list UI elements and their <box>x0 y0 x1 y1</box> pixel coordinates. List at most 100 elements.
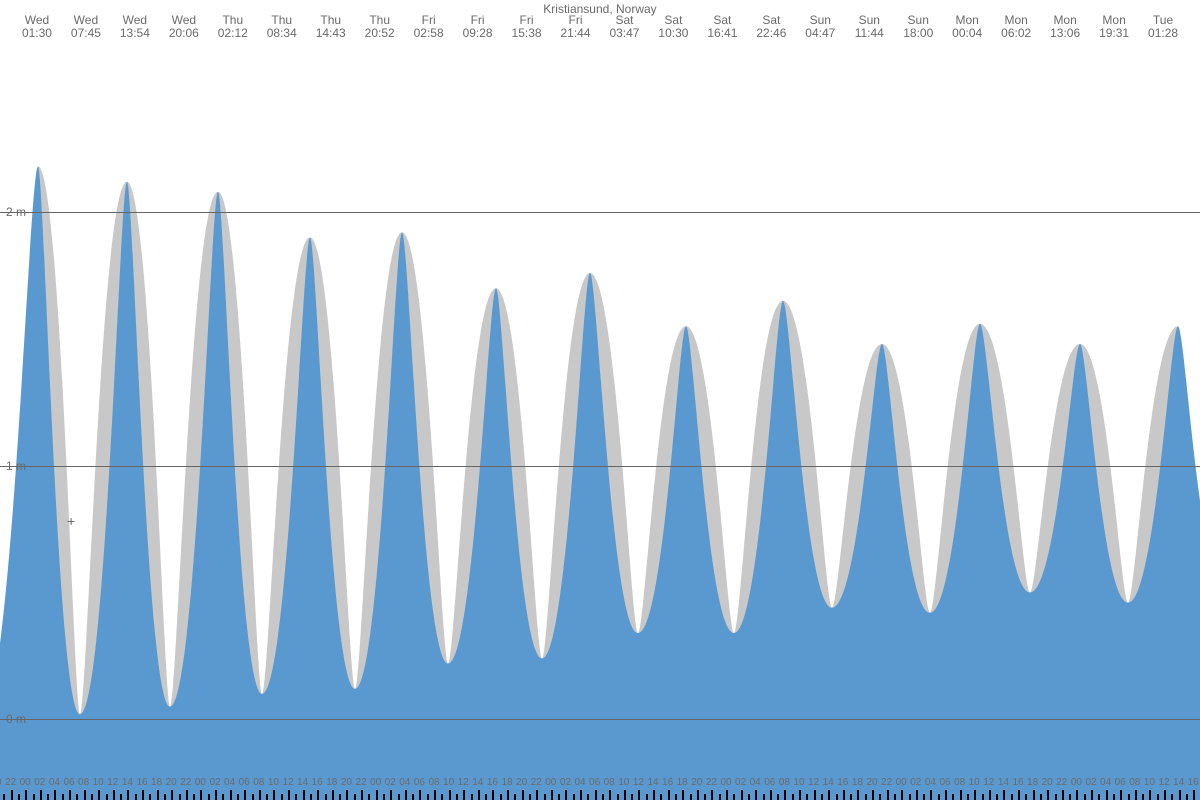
hour-tick <box>872 790 874 800</box>
hour-tick <box>1128 794 1130 800</box>
hour-tick <box>390 790 392 800</box>
hour-tick-label: 04 <box>925 777 936 788</box>
hour-tick <box>799 790 801 800</box>
hour-tick-label: 20 <box>0 777 2 788</box>
hour-tick <box>675 794 677 800</box>
hour-tick <box>631 794 633 800</box>
hour-tick <box>149 794 151 800</box>
hour-tick-label: 10 <box>443 777 454 788</box>
hour-tick <box>317 790 319 800</box>
hour-tick <box>1018 790 1020 800</box>
hour-tick-label: 02 <box>735 777 746 788</box>
hour-tick <box>354 794 356 800</box>
hour-tick <box>106 794 108 800</box>
hour-tick <box>1098 794 1100 800</box>
hour-tick <box>281 794 283 800</box>
hour-tick <box>1047 790 1049 800</box>
hour-tick <box>602 794 604 800</box>
hour-tick-label: 00 <box>195 777 206 788</box>
hour-tick-label: 20 <box>516 777 527 788</box>
hour-tick <box>25 790 27 800</box>
hour-tick <box>660 794 662 800</box>
hour-tick-label: 06 <box>939 777 950 788</box>
hour-tick <box>1171 794 1173 800</box>
hour-tick <box>726 790 728 800</box>
hour-tick <box>33 794 35 800</box>
hour-tick <box>697 790 699 800</box>
hour-tick <box>996 794 998 800</box>
hour-tick-label: 08 <box>428 777 439 788</box>
hour-tick <box>3 794 5 800</box>
hour-tick <box>1120 790 1122 800</box>
hour-tick <box>208 794 210 800</box>
hour-tick <box>901 790 903 800</box>
hour-tick <box>383 794 385 800</box>
hour-tick <box>1135 790 1137 800</box>
hour-tick <box>135 794 137 800</box>
hour-tick-label: 18 <box>1027 777 1038 788</box>
hour-tick-label: 04 <box>750 777 761 788</box>
hour-tick <box>1076 790 1078 800</box>
hour-tick <box>485 794 487 800</box>
hour-tick <box>398 794 400 800</box>
hour-tick-label: 06 <box>589 777 600 788</box>
marker-cross: + <box>67 513 75 529</box>
hour-tick <box>1011 794 1013 800</box>
hour-tick-label: 04 <box>1100 777 1111 788</box>
hour-tick <box>733 794 735 800</box>
hour-tick <box>1091 790 1093 800</box>
hour-tick-label: 14 <box>647 777 658 788</box>
hour-tick <box>930 790 932 800</box>
hour-tick <box>1186 794 1188 800</box>
hour-tick <box>193 794 195 800</box>
hour-tick <box>456 794 458 800</box>
hour-tick <box>361 790 363 800</box>
hour-tick <box>441 794 443 800</box>
hour-tick <box>157 790 159 800</box>
hour-tick <box>346 790 348 800</box>
hour-tick-label: 22 <box>355 777 366 788</box>
hour-tick <box>84 790 86 800</box>
hour-tick <box>376 790 378 800</box>
hour-tick <box>1025 794 1027 800</box>
hour-tick <box>478 790 480 800</box>
hour-tick-label: 06 <box>239 777 250 788</box>
hour-tick-label: 08 <box>604 777 615 788</box>
hour-tick <box>617 794 619 800</box>
hour-tick <box>449 790 451 800</box>
hour-tick-label: 04 <box>224 777 235 788</box>
hour-tick <box>463 790 465 800</box>
hour-tick-label: 22 <box>531 777 542 788</box>
hour-tick <box>792 794 794 800</box>
hour-tick <box>222 794 224 800</box>
tide-lobe-blue <box>0 167 80 800</box>
hour-tick-label: 18 <box>326 777 337 788</box>
hour-tick-label: 02 <box>34 777 45 788</box>
hour-tick <box>624 790 626 800</box>
hour-tick-label: 10 <box>1144 777 1155 788</box>
hour-tick <box>806 794 808 800</box>
hour-tick <box>310 794 312 800</box>
hour-tick <box>288 790 290 800</box>
hour-tick-label: 12 <box>458 777 469 788</box>
hour-tick <box>587 794 589 800</box>
hour-tick <box>777 794 779 800</box>
hour-tick <box>952 794 954 800</box>
hour-tick <box>1084 794 1086 800</box>
hour-tick <box>215 790 217 800</box>
hour-tick-label: 16 <box>312 777 323 788</box>
gridline <box>0 212 1200 213</box>
hour-tick-label: 18 <box>151 777 162 788</box>
hour-tick <box>945 790 947 800</box>
hour-tick <box>339 794 341 800</box>
hour-tick-label: 08 <box>1129 777 1140 788</box>
hour-tick <box>1106 790 1108 800</box>
hour-tick <box>427 794 429 800</box>
hour-tick <box>419 790 421 800</box>
hour-tick <box>938 794 940 800</box>
hour-tick <box>500 794 502 800</box>
hour-tick-label: 04 <box>49 777 60 788</box>
hour-tick <box>62 794 64 800</box>
hour-tick <box>1149 790 1151 800</box>
hour-tick-label: 02 <box>910 777 921 788</box>
